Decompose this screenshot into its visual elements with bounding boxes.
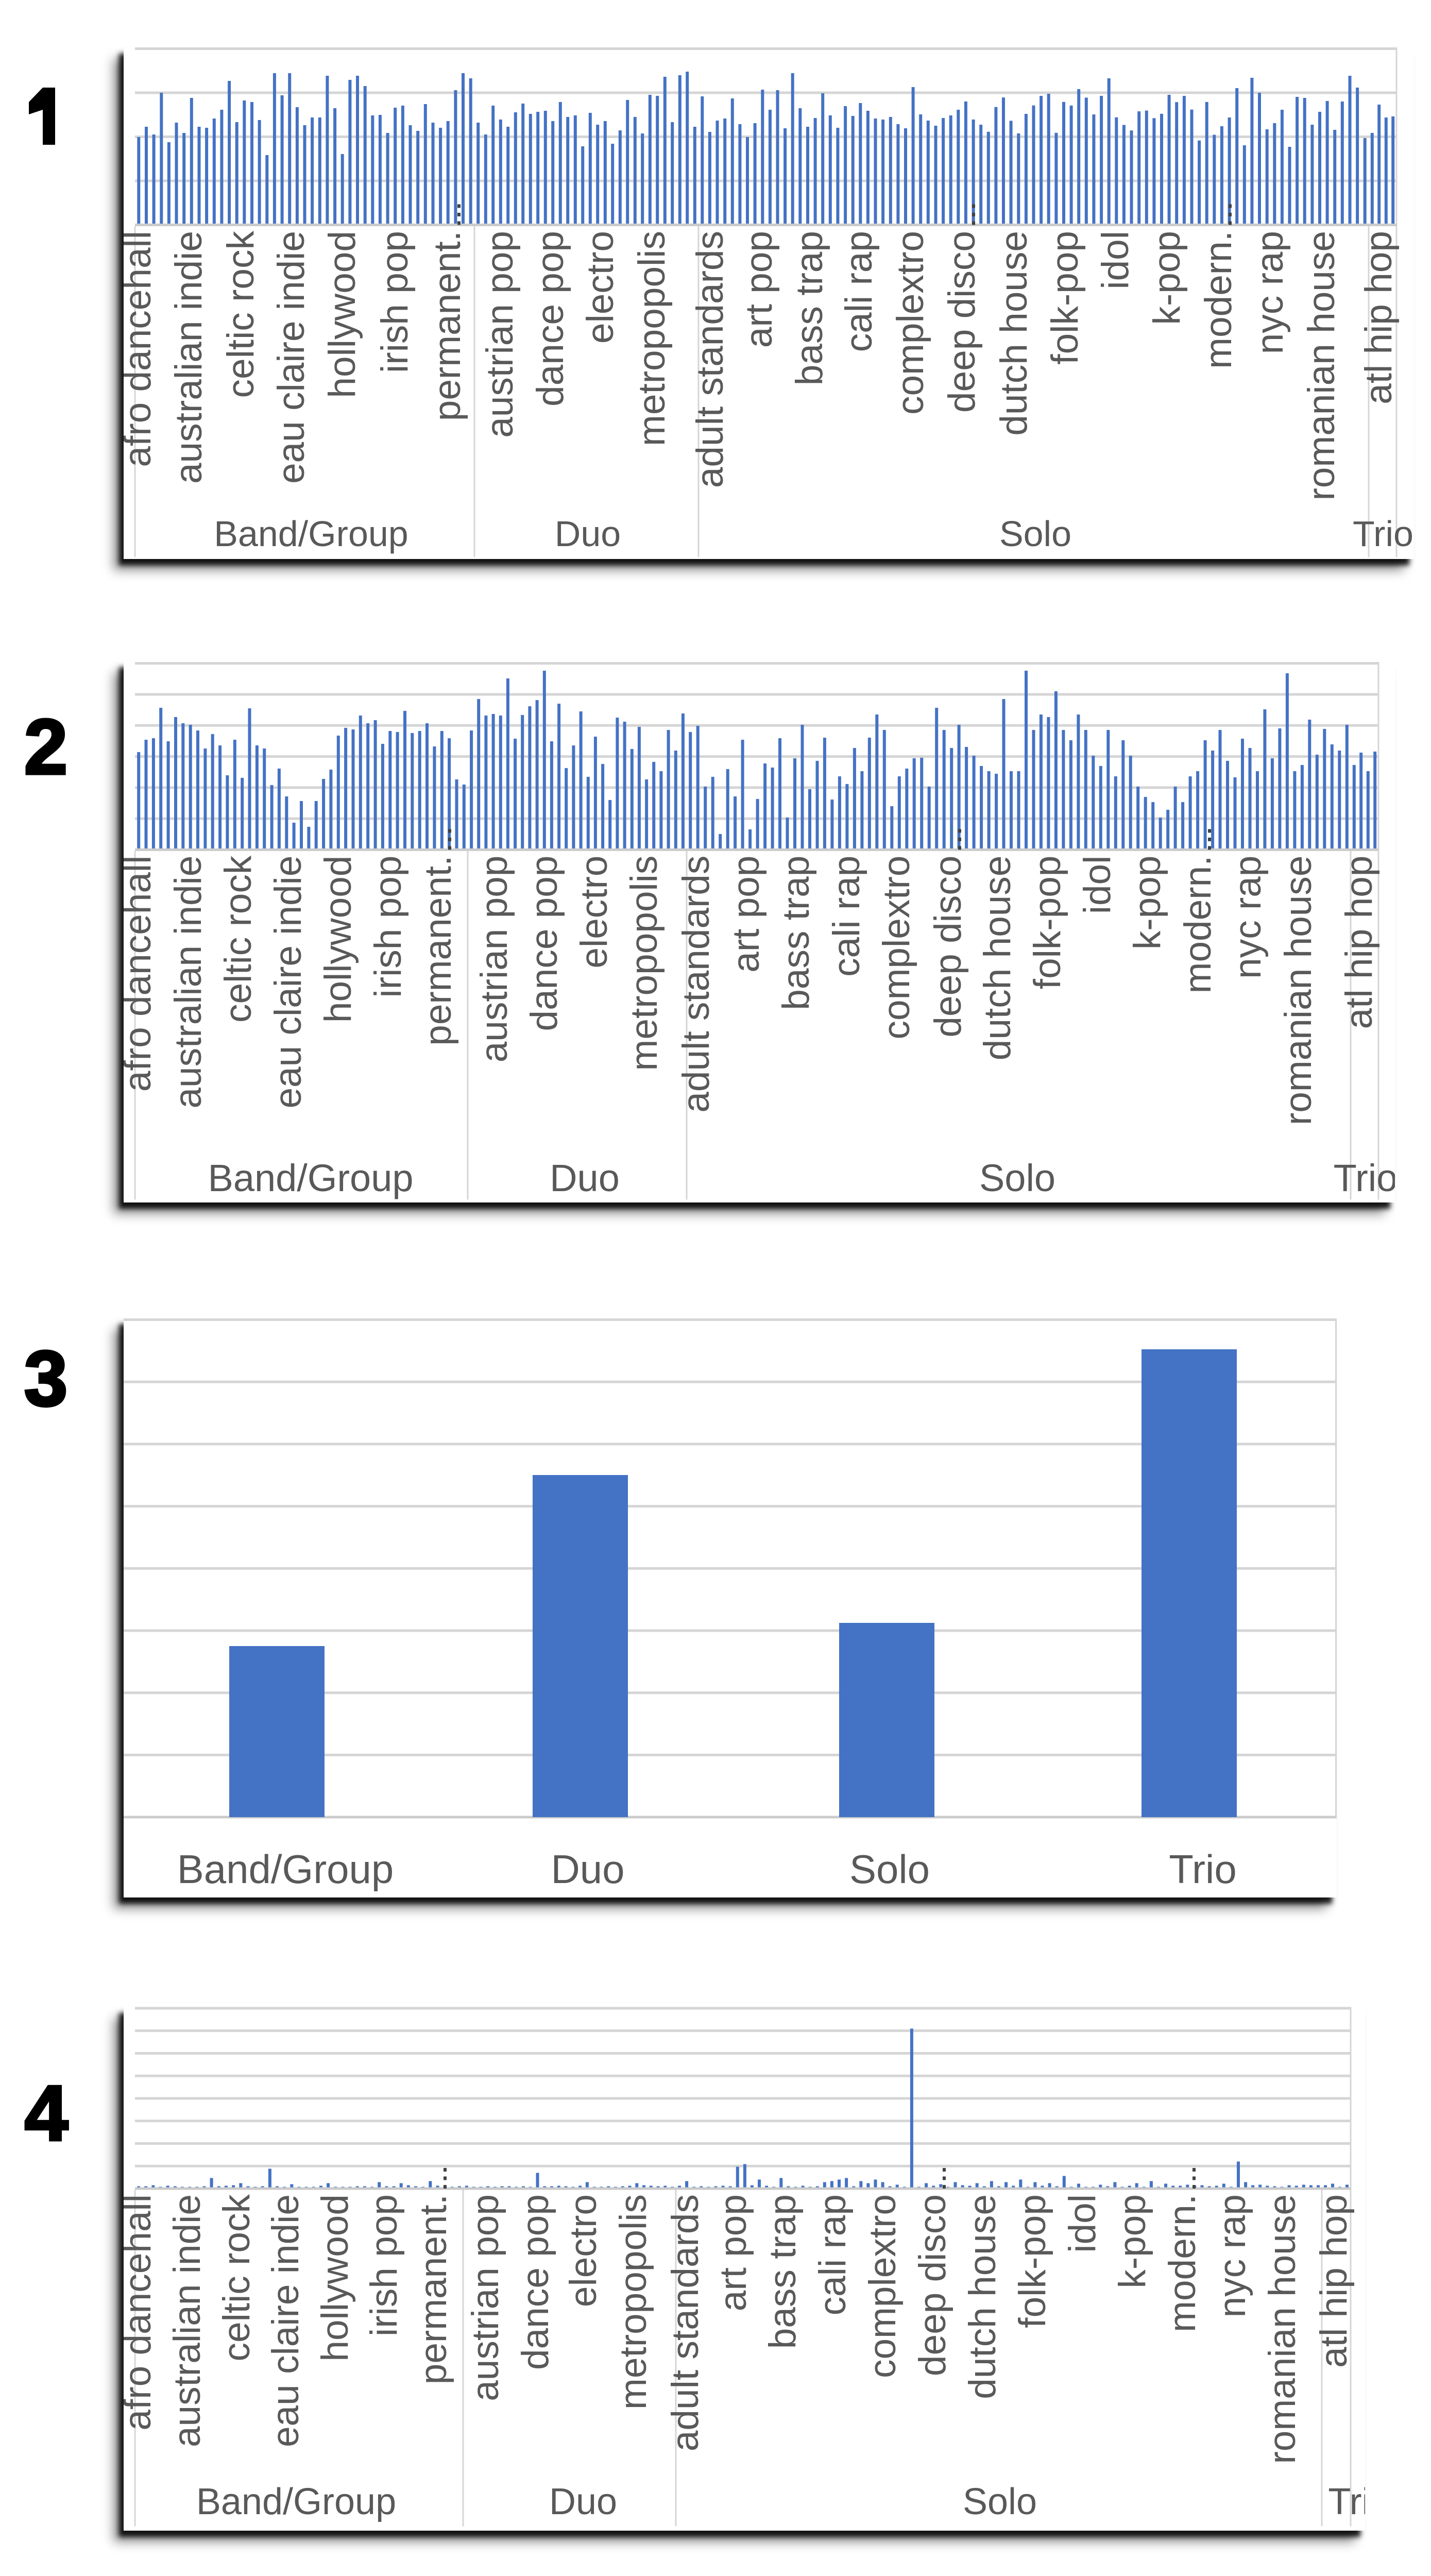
- svg-text:romanian house: romanian house: [1277, 856, 1319, 1126]
- svg-text:modern.: modern.: [1162, 2194, 1203, 2332]
- svg-text:Solo: Solo: [963, 2481, 1037, 2522]
- svg-text:modern.: modern.: [1177, 856, 1219, 994]
- svg-text:Solo: Solo: [999, 514, 1071, 554]
- svg-text:celtic rock: celtic rock: [216, 2194, 258, 2362]
- svg-text:irish pop: irish pop: [363, 2194, 405, 2336]
- svg-text:irish pop: irish pop: [374, 231, 416, 373]
- svg-text:bass trap: bass trap: [775, 856, 817, 1010]
- svg-text:australian indie: australian indie: [166, 2194, 208, 2447]
- svg-text:celtic rock: celtic rock: [220, 231, 262, 398]
- svg-text:2: 2: [24, 703, 68, 791]
- svg-text:folk-pop: folk-pop: [1012, 2194, 1053, 2328]
- svg-text:Band/Group: Band/Group: [214, 514, 408, 554]
- svg-text:Duo: Duo: [550, 1157, 620, 1199]
- svg-text:hollywood: hollywood: [321, 231, 363, 398]
- svg-text:nyc rap: nyc rap: [1227, 856, 1269, 979]
- svg-text:Trio: Trio: [1169, 1846, 1236, 1892]
- svg-text:modern.: modern.: [1198, 231, 1239, 369]
- svg-text:Duo: Duo: [551, 1846, 624, 1892]
- svg-text:cali rap: cali rap: [838, 231, 880, 352]
- svg-text:Duo: Duo: [555, 514, 621, 554]
- svg-text:idol: idol: [1077, 856, 1118, 914]
- svg-text:dance pop: dance pop: [515, 2194, 556, 2370]
- svg-text:k-pop: k-pop: [1146, 231, 1188, 325]
- svg-text:Trio: Trio: [1334, 1157, 1395, 1199]
- svg-text:permanent.: permanent.: [417, 856, 459, 1046]
- svg-text:idol: idol: [1095, 231, 1136, 290]
- svg-text:electro: electro: [563, 2194, 604, 2307]
- svg-text:eau claire indie: eau claire indie: [267, 856, 309, 1109]
- svg-text:Band/Group: Band/Group: [208, 1157, 413, 1199]
- svg-text:bass trap: bass trap: [789, 231, 830, 385]
- svg-text:k-pop: k-pop: [1112, 2194, 1153, 2289]
- svg-text:atl hip hop: atl hip hop: [1338, 856, 1380, 1029]
- svg-text:hollywood: hollywood: [314, 2194, 356, 2362]
- svg-text:atl hip hop: atl hip hop: [1358, 231, 1400, 404]
- svg-text:austrian pop: austrian pop: [465, 2194, 506, 2401]
- svg-text:adult standards: adult standards: [689, 231, 731, 488]
- svg-text:cali rap: cali rap: [826, 856, 867, 977]
- svg-text:dutch house: dutch house: [977, 856, 1018, 1061]
- svg-text:eau claire indie: eau claire indie: [270, 231, 312, 484]
- svg-text:metropopolis: metropopolis: [612, 2194, 654, 2410]
- svg-text:hollywood: hollywood: [317, 856, 359, 1023]
- svg-text:deep disco: deep disco: [927, 856, 969, 1038]
- svg-text:complextro: complextro: [862, 2194, 904, 2378]
- svg-text:nyc rap: nyc rap: [1212, 2194, 1253, 2317]
- svg-text:Trio: Trio: [1328, 2481, 1365, 2522]
- svg-text:dance pop: dance pop: [523, 856, 565, 1031]
- svg-text:afro dancehall: afro dancehall: [124, 2194, 159, 2431]
- svg-text:australian indie: australian indie: [167, 856, 209, 1109]
- svg-text:Solo: Solo: [979, 1157, 1055, 1199]
- svg-text:nyc rap: nyc rap: [1249, 231, 1291, 354]
- svg-text:permanent.: permanent.: [427, 231, 468, 421]
- svg-text:art pop: art pop: [725, 856, 767, 973]
- svg-text:folk-pop: folk-pop: [1044, 231, 1086, 365]
- svg-text:electro: electro: [580, 231, 621, 344]
- svg-text:metropopolis: metropopolis: [631, 231, 673, 446]
- svg-text:dance pop: dance pop: [530, 231, 571, 406]
- svg-text:romanian house: romanian house: [1262, 2194, 1303, 2464]
- svg-text:k-pop: k-pop: [1127, 856, 1168, 950]
- svg-text:afro dancehall: afro dancehall: [124, 231, 159, 467]
- svg-text:4: 4: [25, 2070, 69, 2157]
- svg-text:dutch house: dutch house: [962, 2194, 1003, 2399]
- svg-text:idol: idol: [1062, 2194, 1103, 2253]
- svg-text:folk-pop: folk-pop: [1027, 856, 1068, 990]
- svg-text:metropopolis: metropopolis: [623, 856, 665, 1071]
- svg-text:3: 3: [24, 1335, 68, 1422]
- svg-text:adult standards: adult standards: [665, 2194, 706, 2451]
- svg-text:austrian pop: austrian pop: [479, 231, 521, 438]
- svg-text:bass trap: bass trap: [762, 2194, 804, 2349]
- svg-text:electro: electro: [573, 856, 615, 969]
- svg-text:Solo: Solo: [849, 1846, 930, 1892]
- svg-text:adult standards: adult standards: [675, 856, 717, 1113]
- svg-text:cali rap: cali rap: [812, 2194, 854, 2315]
- svg-text:dutch house: dutch house: [993, 231, 1035, 436]
- svg-text:complextro: complextro: [890, 231, 931, 415]
- svg-text:complextro: complextro: [876, 856, 917, 1040]
- svg-text:australian indie: australian indie: [168, 231, 210, 484]
- svg-text:afro dancehall: afro dancehall: [124, 856, 159, 1092]
- svg-text:Band/Group: Band/Group: [196, 2481, 396, 2522]
- svg-text:Duo: Duo: [549, 2481, 617, 2522]
- svg-text:deep disco: deep disco: [941, 231, 983, 413]
- svg-text:Trio: Trio: [1353, 514, 1413, 554]
- svg-text:atl hip hop: atl hip hop: [1313, 2194, 1355, 2368]
- svg-text:permanent.: permanent.: [413, 2194, 454, 2384]
- svg-text:irish pop: irish pop: [367, 856, 409, 998]
- svg-text:celtic rock: celtic rock: [217, 855, 259, 1023]
- svg-text:deep disco: deep disco: [912, 2194, 953, 2376]
- svg-text:austrian pop: austrian pop: [473, 856, 515, 1063]
- svg-text:Band/Group: Band/Group: [177, 1846, 394, 1892]
- svg-text:art pop: art pop: [712, 2194, 754, 2311]
- svg-text:art pop: art pop: [738, 231, 780, 348]
- svg-text:romanian house: romanian house: [1301, 231, 1342, 501]
- svg-text:eau claire indie: eau claire indie: [265, 2194, 306, 2447]
